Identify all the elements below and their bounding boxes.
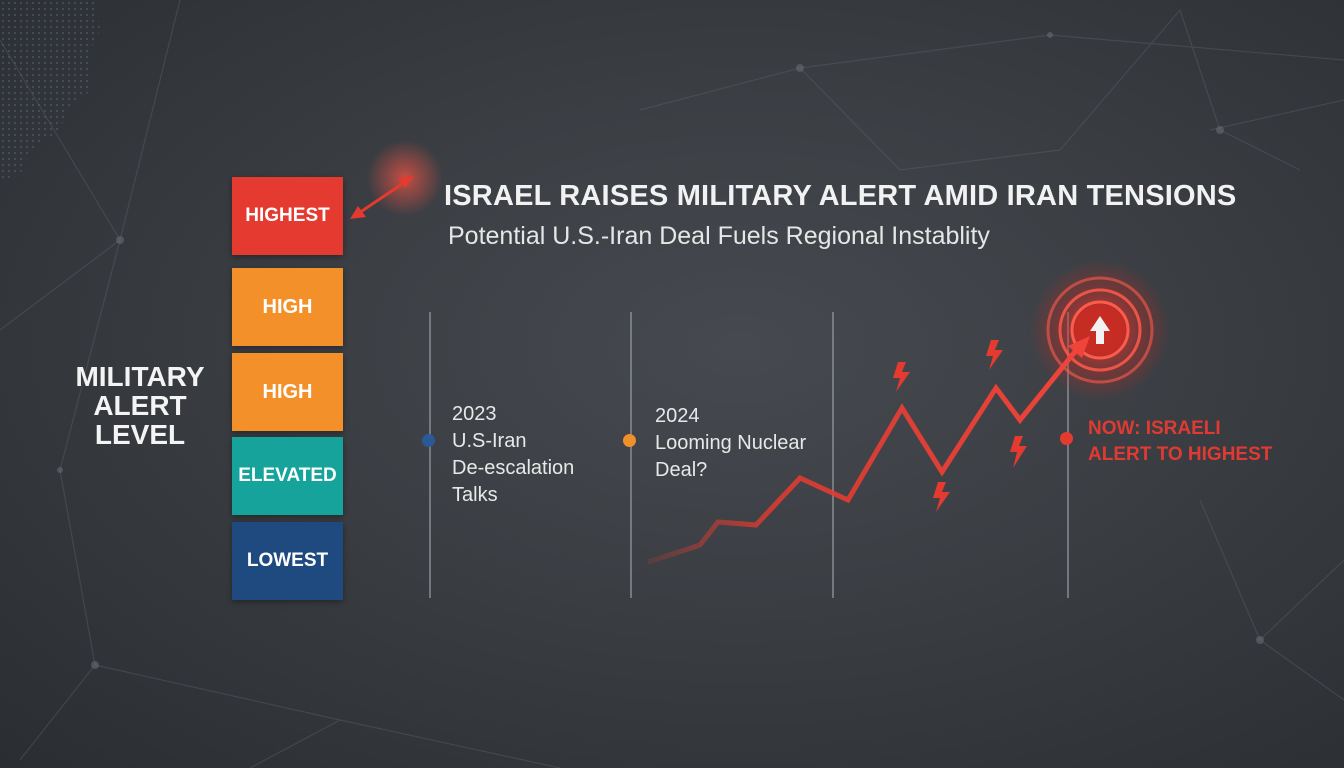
event-line: Looming Nuclear	[655, 432, 807, 454]
alert-label-line: LEVEL	[94, 419, 186, 450]
lightning-icon	[893, 340, 1027, 512]
map-texture	[0, 0, 100, 180]
timeline-event-2023: 2023 U.S-Iran De-escalation Talks	[452, 401, 574, 509]
alert-level-label: MILITARY ALERT LEVEL	[60, 362, 220, 449]
event-line: Deal?	[655, 459, 708, 481]
level-highest: HIGHEST	[232, 177, 343, 255]
timeline-dot	[623, 434, 636, 447]
timeline-event-now: NOW: ISRAELI ALERT TO HIGHEST	[1088, 416, 1272, 468]
up-arrow-icon	[1090, 316, 1110, 344]
network-nodes	[57, 32, 1264, 669]
double-arrow-icon	[350, 176, 414, 219]
target-rings	[1046, 276, 1154, 384]
timeline-dot	[422, 434, 435, 447]
trend-arrow-head	[1068, 336, 1090, 358]
event-year: 2023	[452, 403, 497, 425]
now-line: NOW: ISRAELI	[1088, 418, 1221, 439]
alert-label-line: MILITARY	[75, 361, 205, 392]
page-subtitle: Potential U.S.-Iran Deal Fuels Regional …	[448, 222, 990, 250]
timeline-dot-now	[1060, 432, 1073, 445]
alert-label-line: ALERT	[93, 390, 187, 421]
level-high: HIGH	[232, 353, 343, 431]
timeline-event-2024: 2024 Looming Nuclear Deal?	[655, 403, 806, 484]
trend-line	[647, 346, 1080, 565]
event-year: 2024	[655, 405, 700, 427]
event-line: De-escalation	[452, 457, 575, 479]
level-elevated: ELEVATED	[232, 437, 343, 515]
event-line: Talks	[452, 484, 498, 506]
level-lowest: LOWEST	[232, 522, 343, 600]
event-line: U.S-Iran	[452, 430, 527, 452]
level-high: HIGH	[232, 268, 343, 346]
page-title: ISRAEL RAISES MILITARY ALERT AMID IRAN T…	[444, 180, 1237, 212]
now-line: ALERT TO HIGHEST	[1088, 444, 1273, 465]
